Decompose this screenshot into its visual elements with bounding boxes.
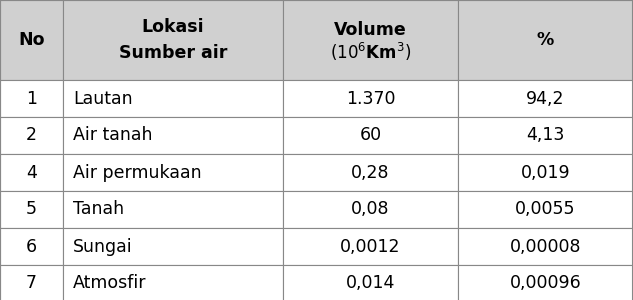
Text: 94,2: 94,2 — [526, 89, 565, 107]
Bar — [0, 191, 63, 228]
Bar — [458, 191, 633, 228]
Bar — [63, 80, 283, 117]
Text: 4: 4 — [26, 164, 37, 181]
Bar — [283, 80, 458, 117]
Bar — [458, 154, 633, 191]
Bar — [283, 265, 458, 300]
Bar — [63, 191, 283, 228]
Text: 0,00008: 0,00008 — [510, 238, 581, 256]
Text: $(10^6\mathregular{Km}^3)$: $(10^6\mathregular{Km}^3)$ — [330, 41, 411, 63]
Bar — [63, 265, 283, 300]
Text: 0,014: 0,014 — [346, 274, 395, 292]
Text: Lokasi
Sumber air: Lokasi Sumber air — [119, 19, 227, 62]
Text: 0,0055: 0,0055 — [515, 200, 576, 218]
Text: Sungai: Sungai — [73, 238, 133, 256]
Bar — [0, 265, 63, 300]
Text: 1.370: 1.370 — [346, 89, 395, 107]
Bar — [283, 117, 458, 154]
Text: Air tanah: Air tanah — [73, 127, 153, 145]
Text: 0,08: 0,08 — [351, 200, 390, 218]
Bar — [283, 154, 458, 191]
Bar — [283, 0, 458, 80]
Bar — [458, 0, 633, 80]
Bar — [63, 154, 283, 191]
Bar — [0, 154, 63, 191]
Bar — [458, 117, 633, 154]
Text: Atmosfir: Atmosfir — [73, 274, 146, 292]
Text: No: No — [18, 31, 45, 49]
Text: 60: 60 — [360, 127, 382, 145]
Text: 4,13: 4,13 — [526, 127, 565, 145]
Bar — [283, 191, 458, 228]
Bar — [0, 228, 63, 265]
Text: 0,28: 0,28 — [351, 164, 390, 181]
Text: 1: 1 — [26, 89, 37, 107]
Bar — [63, 0, 283, 80]
Text: Volume: Volume — [334, 21, 407, 39]
Text: 0,019: 0,019 — [521, 164, 570, 181]
Text: %: % — [537, 31, 554, 49]
Bar — [0, 117, 63, 154]
Text: 7: 7 — [26, 274, 37, 292]
Text: Air permukaan: Air permukaan — [73, 164, 202, 181]
Text: 0,0012: 0,0012 — [341, 238, 401, 256]
Bar — [0, 0, 63, 80]
Text: 5: 5 — [26, 200, 37, 218]
Bar — [0, 80, 63, 117]
Bar — [458, 80, 633, 117]
Text: Tanah: Tanah — [73, 200, 124, 218]
Bar — [63, 117, 283, 154]
Text: 6: 6 — [26, 238, 37, 256]
Text: Lautan: Lautan — [73, 89, 133, 107]
Text: 2: 2 — [26, 127, 37, 145]
Bar — [458, 265, 633, 300]
Bar — [63, 228, 283, 265]
Text: 0,00096: 0,00096 — [510, 274, 581, 292]
Bar — [283, 228, 458, 265]
Bar — [458, 228, 633, 265]
